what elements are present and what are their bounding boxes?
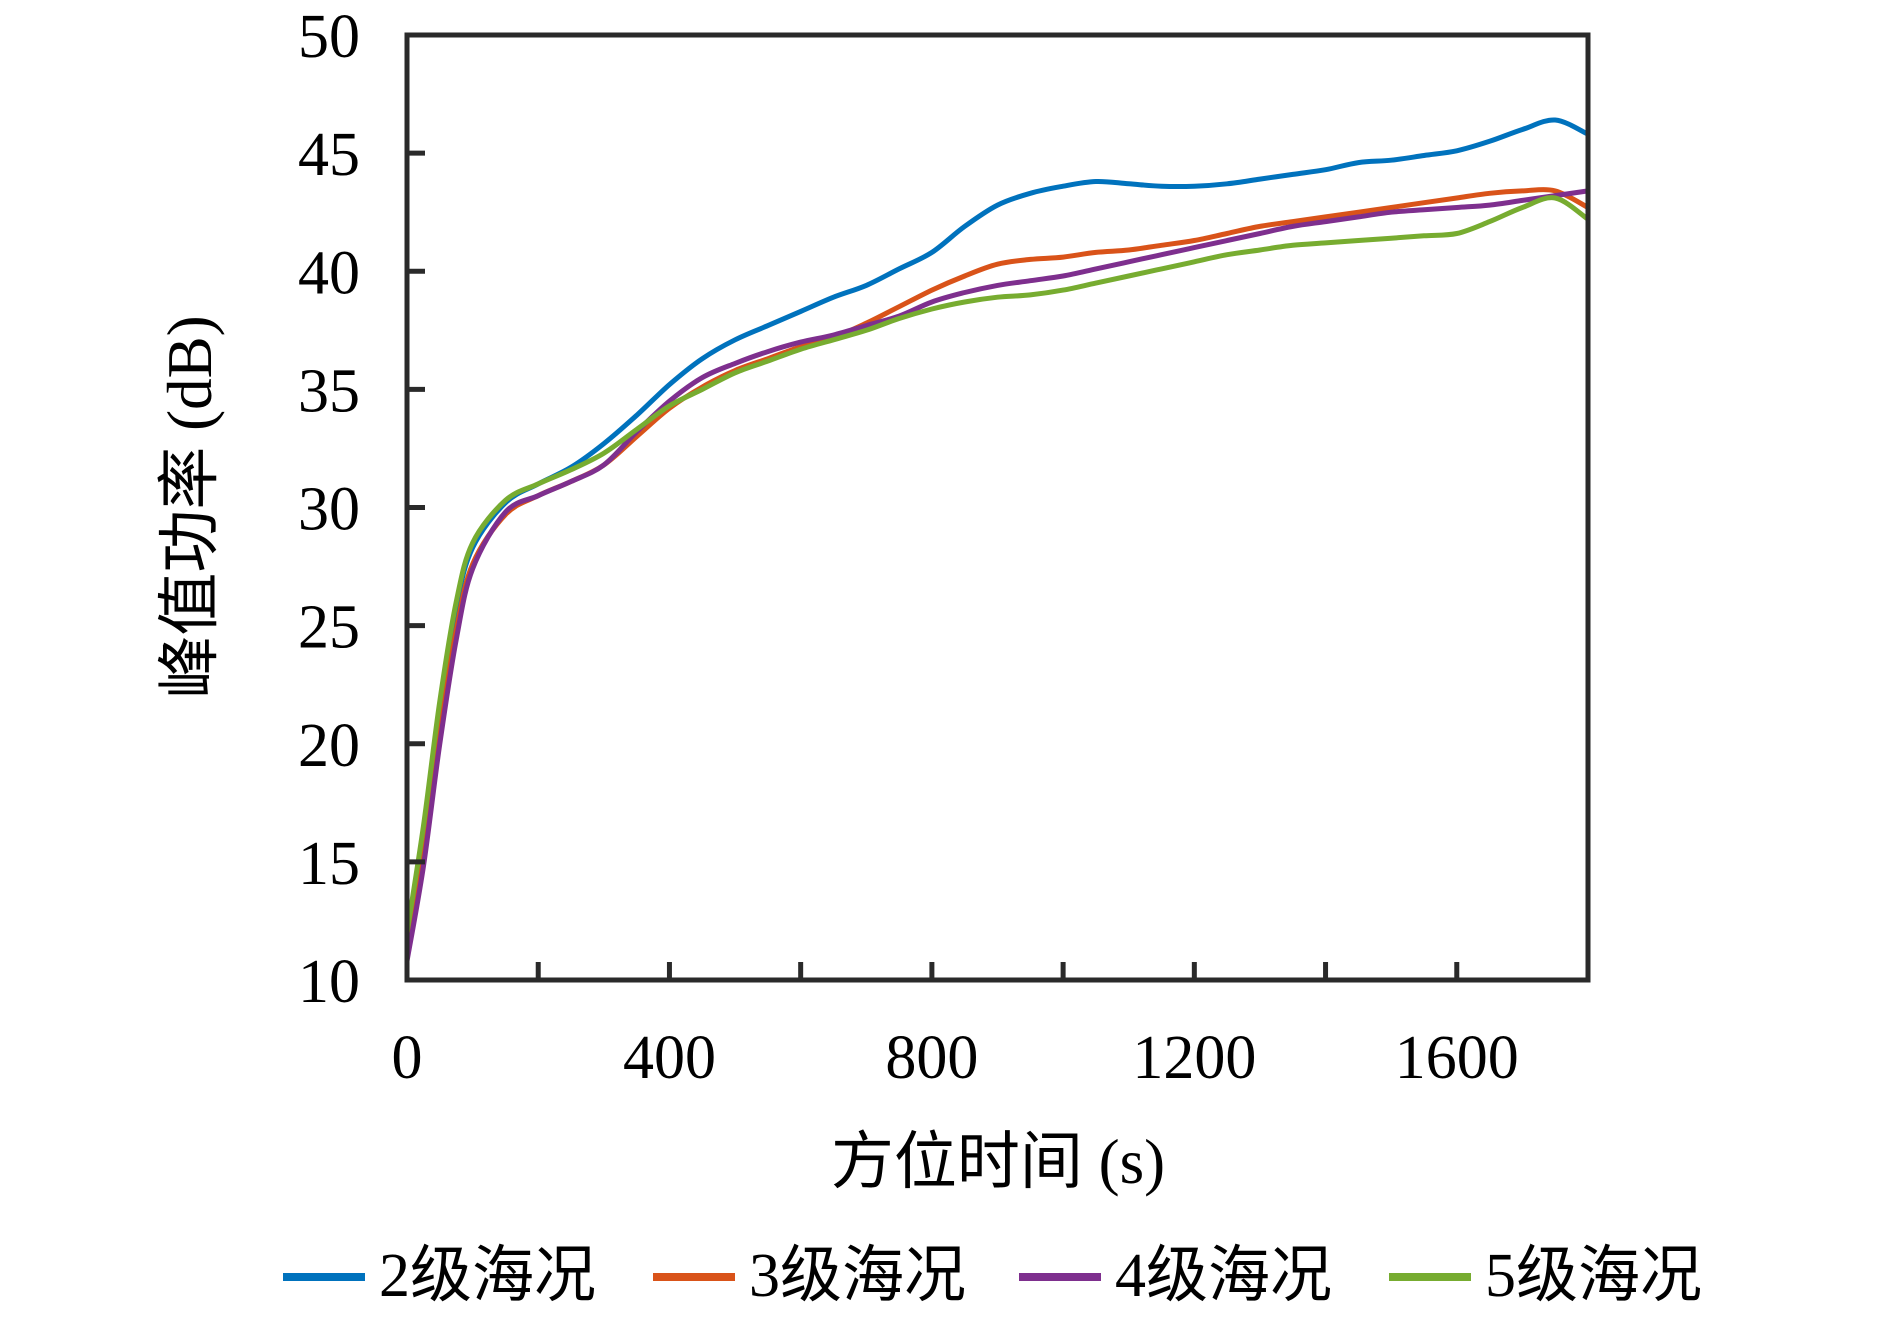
y-tick-label-35: 35 [298,357,360,425]
series-line-5级海况 [404,195,1590,934]
y-tick-label-30: 30 [298,476,360,544]
legend-label-5级海况: 5级海况 [1485,1242,1702,1310]
legend-label-3级海况: 3级海况 [749,1242,966,1310]
legend: 2级海况 3级海况 4级海况 5级海况 [283,1242,1702,1310]
x-tick-label-400: 400 [623,1024,716,1092]
x-tick-label-1200: 1200 [1132,1024,1256,1092]
legend-label-4级海况: 4级海况 [1115,1242,1332,1310]
y-tick-labels: 10 15 20 25 30 35 40 45 50 [298,3,360,1016]
series-line-3级海况 [404,187,1590,957]
axis-ticks [407,150,1460,980]
x-tick-labels: 0 400 800 1200 1600 [392,1024,1519,1092]
x-tick-label-1600: 1600 [1395,1024,1519,1092]
series-lines [404,117,1590,962]
y-tick-label-50: 50 [298,3,360,71]
y-axis-title: 峰值功率 (dB) [155,315,225,698]
x-axis-title: 方位时间 (s) [831,1127,1165,1197]
y-tick-label-40: 40 [298,239,360,307]
legend-item-3级海况: 3级海况 [653,1242,966,1310]
plot-box [404,32,1591,983]
x-tick-label-800: 800 [885,1024,978,1092]
series-line-4级海况 [404,188,1589,962]
legend-label-2级海况: 2级海况 [379,1242,596,1310]
y-tick-label-25: 25 [298,594,360,662]
y-tick-label-45: 45 [298,121,360,189]
y-tick-label-15: 15 [298,830,360,898]
legend-item-2级海况: 2级海况 [283,1242,596,1310]
y-tick-label-20: 20 [298,712,360,780]
x-tick-label-0: 0 [392,1024,423,1092]
legend-item-5级海况: 5级海况 [1389,1242,1702,1310]
series-line-2级海况 [404,117,1590,950]
legend-item-4级海况: 4级海况 [1019,1242,1332,1310]
y-tick-label-10: 10 [298,948,360,1016]
